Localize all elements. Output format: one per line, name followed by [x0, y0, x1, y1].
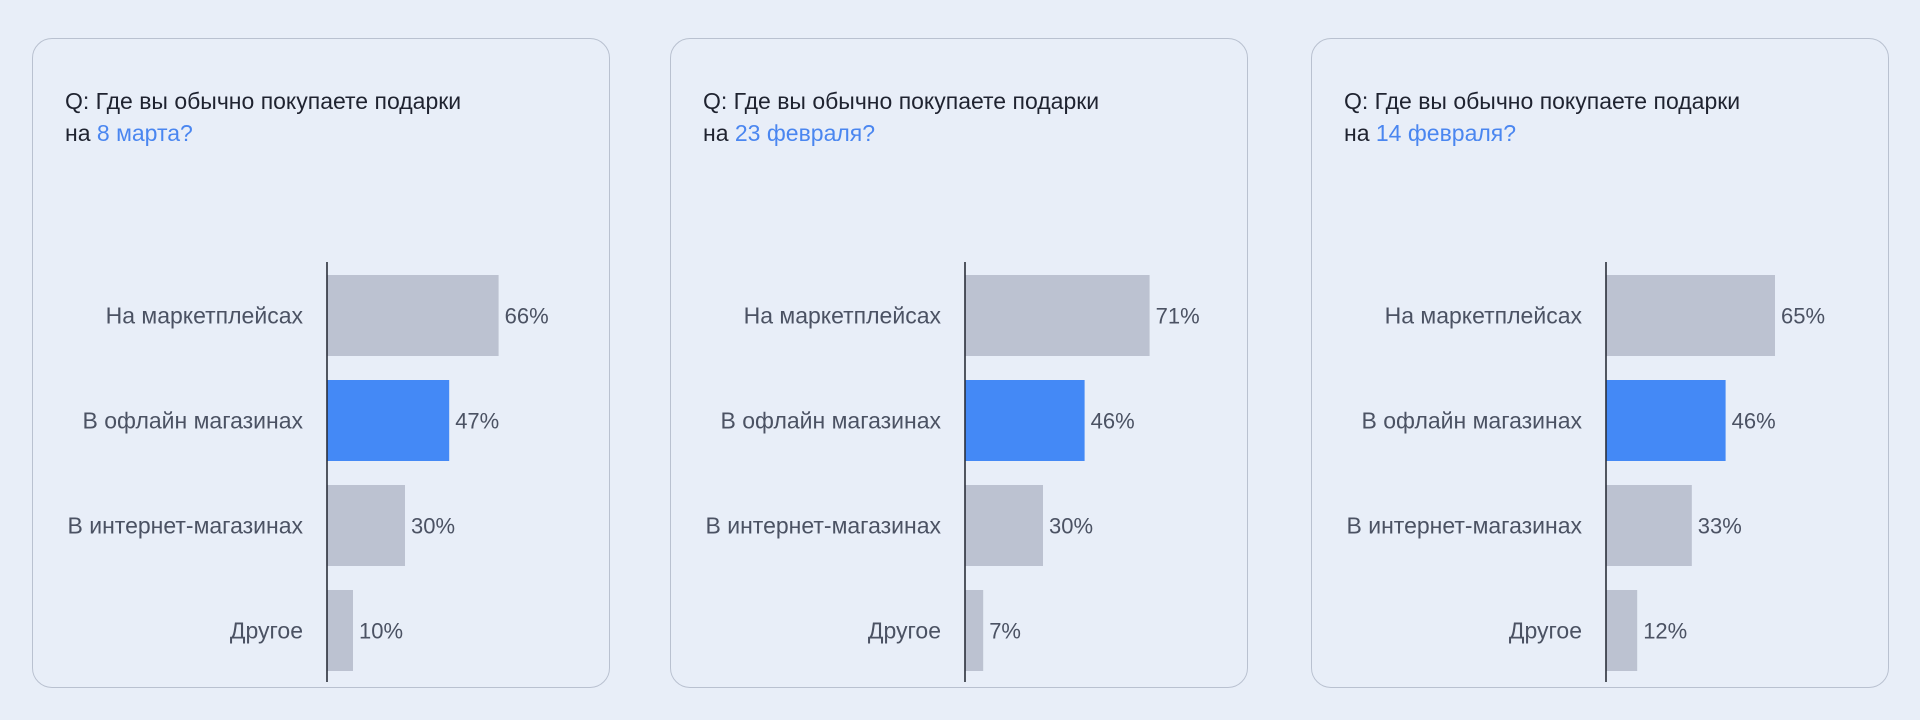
category-label: В офлайн магазинах	[1362, 408, 1583, 434]
bar-3	[965, 590, 984, 671]
value-label: 65%	[1781, 304, 1825, 329]
category-label: В офлайн магазинах	[721, 408, 942, 434]
chart-card-14-february: Q: Где вы обычно покупаете подарки на 14…	[1311, 38, 1889, 688]
category-label: На маркетплейсах	[744, 303, 942, 329]
value-label: 12%	[1643, 619, 1687, 644]
question-accent: 8 марта?	[96, 120, 193, 146]
value-label: 30%	[411, 514, 455, 539]
question-title: Q: Где вы обычно покупаете подарки на 23…	[703, 85, 1203, 149]
category-label: На маркетплейсах	[106, 303, 304, 329]
question-line1: Q: Где вы обычно покупаете подарки	[65, 88, 462, 114]
question-line1: Q: Где вы обычно покупаете подарки	[703, 88, 1100, 114]
value-label: 33%	[1698, 514, 1742, 539]
category-label: Другое	[868, 618, 941, 644]
category-label: В интернет-магазинах	[706, 513, 942, 539]
category-label: В офлайн магазинах	[83, 408, 304, 434]
bar-0	[327, 275, 499, 356]
bar-chart: На маркетплейсах 65% В офлайн магазинах 46%…	[1347, 262, 1825, 682]
chart-card-23-february: Q: Где вы обычно покупаете подарки на 23…	[670, 38, 1248, 688]
question-accent: 14 февраля?	[1375, 120, 1517, 146]
value-label: 10%	[359, 619, 403, 644]
bar-1	[965, 380, 1085, 461]
category-label: В интернет-магазинах	[68, 513, 304, 539]
question-prefix: на	[703, 120, 735, 146]
question-line1: Q: Где вы обычно покупаете подарки	[1344, 88, 1741, 114]
value-label: 46%	[1091, 409, 1135, 434]
category-label: Другое	[230, 618, 303, 644]
value-label: 46%	[1732, 409, 1776, 434]
chart-card-8-march: Q: Где вы обычно покупаете подарки на 8 …	[32, 38, 610, 688]
question-title: Q: Где вы обычно покупаете подарки на 8 …	[65, 85, 565, 149]
bar-chart: На маркетплейсах 71% В офлайн магазинах 46%…	[706, 262, 1200, 682]
bar-1	[327, 380, 450, 461]
value-label: 47%	[455, 409, 499, 434]
category-label: В интернет-магазинах	[1347, 513, 1583, 539]
question-accent: 23 февраля?	[734, 120, 876, 146]
bar-2	[1606, 485, 1692, 566]
value-label: 66%	[505, 304, 549, 329]
value-label: 30%	[1049, 514, 1093, 539]
bar-2	[327, 485, 405, 566]
bar-chart: На маркетплейсах 66% В офлайн магазинах 47%…	[68, 262, 549, 682]
bar-0	[965, 275, 1150, 356]
bar-3	[327, 590, 353, 671]
question-title: Q: Где вы обычно покупаете подарки на 14…	[1344, 85, 1844, 149]
category-label: Другое	[1509, 618, 1582, 644]
question-prefix: на	[65, 120, 97, 146]
bar-2	[965, 485, 1043, 566]
bar-3	[1606, 590, 1638, 671]
value-label: 71%	[1156, 304, 1200, 329]
bar-1	[1606, 380, 1726, 461]
bar-0	[1606, 275, 1775, 356]
value-label: 7%	[989, 619, 1021, 644]
question-prefix: на	[1344, 120, 1376, 146]
category-label: На маркетплейсах	[1385, 303, 1583, 329]
